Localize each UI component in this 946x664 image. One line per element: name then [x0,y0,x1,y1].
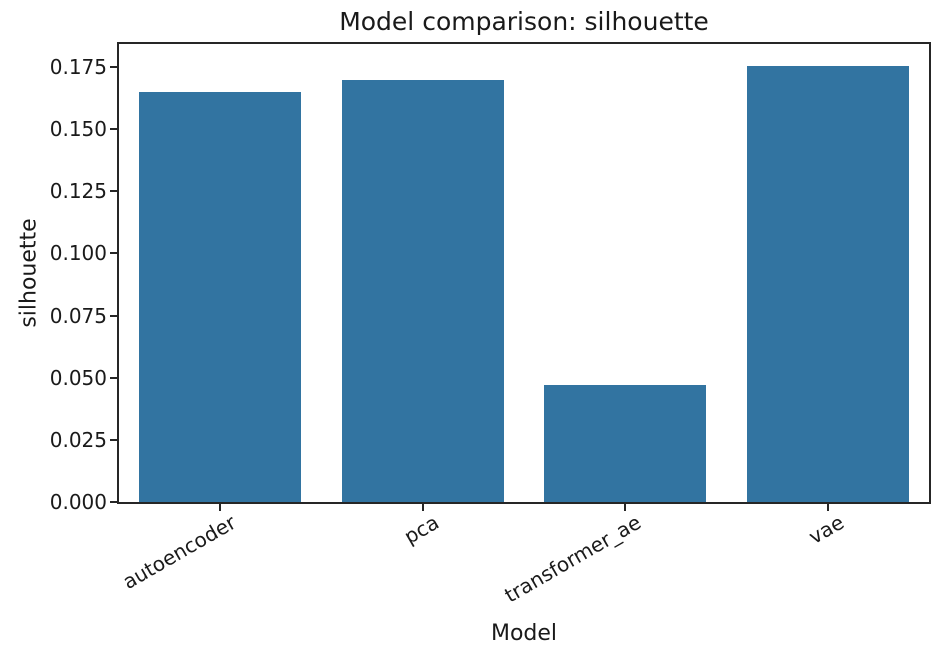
y-tick-mark [110,252,117,255]
y-tick-mark [110,66,117,69]
y-tick-label: 0.000 [49,490,107,514]
y-tick-mark [110,376,117,379]
y-tick-label: 0.100 [49,241,107,266]
y-tick-label: 0.075 [49,303,107,328]
x-tick-mark [219,504,222,511]
y-tick-label: 0.125 [49,179,107,204]
bar-transformer_ae [544,385,707,502]
y-tick-mark [110,314,117,317]
y-tick-mark [110,190,117,193]
y-tick-mark [110,501,117,503]
plot-area: 0.000 0.025 0.050 0.075 0.100 0.125 0.150 0.175… [50,42,931,607]
bar-vae [746,65,909,502]
y-tick-mark [110,128,117,131]
y-axis-label: silhouette [16,218,42,328]
x-axis-label: Model [490,621,558,646]
y-tick-label: 0.150 [49,117,107,142]
y-tick-mark [110,438,117,441]
y-tick-label: 0.025 [49,427,107,452]
x-tick-mark [421,504,424,511]
bar-pca [341,79,504,502]
y-tick-label: 0.050 [49,365,107,390]
chart-title: Model comparison: silhouette [339,7,709,36]
x-tick-mark [826,504,829,511]
x-tick-mark [624,504,627,511]
y-tick-label: 0.175 [49,55,107,80]
bar-autoencoder [139,91,302,502]
